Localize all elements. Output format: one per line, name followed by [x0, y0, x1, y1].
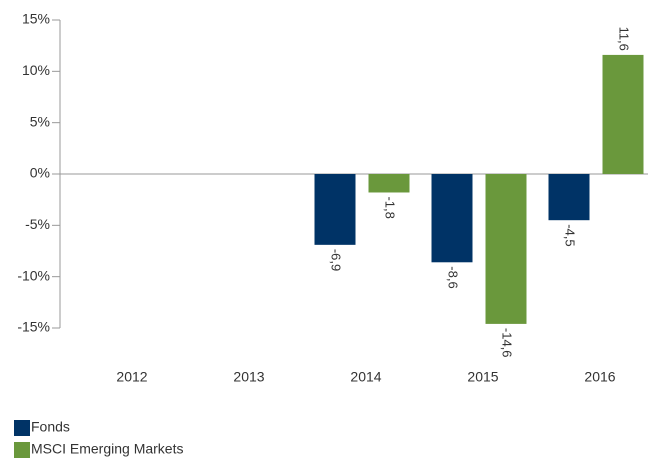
- legend-swatch: [14, 420, 30, 436]
- data-label: -8,6: [446, 266, 461, 288]
- data-label: -14,6: [500, 328, 515, 358]
- x-tick-label: 2014: [350, 369, 381, 385]
- x-tick-label: 2016: [584, 369, 615, 385]
- bar: [485, 174, 527, 324]
- legend-label: MSCI Emerging Markets: [31, 441, 183, 457]
- bar: [314, 174, 356, 245]
- bar: [431, 174, 473, 263]
- y-tick-label: -10%: [17, 267, 50, 283]
- bar: [368, 174, 410, 193]
- data-label: 11,6: [617, 27, 632, 51]
- y-tick-label: 5%: [30, 113, 50, 129]
- y-tick-label: -15%: [17, 319, 50, 335]
- y-tick-label: -5%: [25, 216, 50, 232]
- bar: [602, 54, 644, 175]
- y-tick-label: 0%: [30, 165, 50, 181]
- data-label: -6,9: [329, 249, 344, 271]
- x-tick-label: 2013: [233, 369, 264, 385]
- y-tick-label: 15%: [22, 11, 50, 27]
- legend-label: Fonds: [31, 419, 70, 435]
- bar: [548, 174, 590, 221]
- data-label: -4,5: [563, 224, 578, 246]
- legend-swatch: [14, 442, 30, 458]
- x-tick-label: 2015: [467, 369, 498, 385]
- y-tick-label: 10%: [22, 62, 50, 78]
- data-label: -1,8: [383, 196, 398, 218]
- x-tick-label: 2012: [116, 369, 147, 385]
